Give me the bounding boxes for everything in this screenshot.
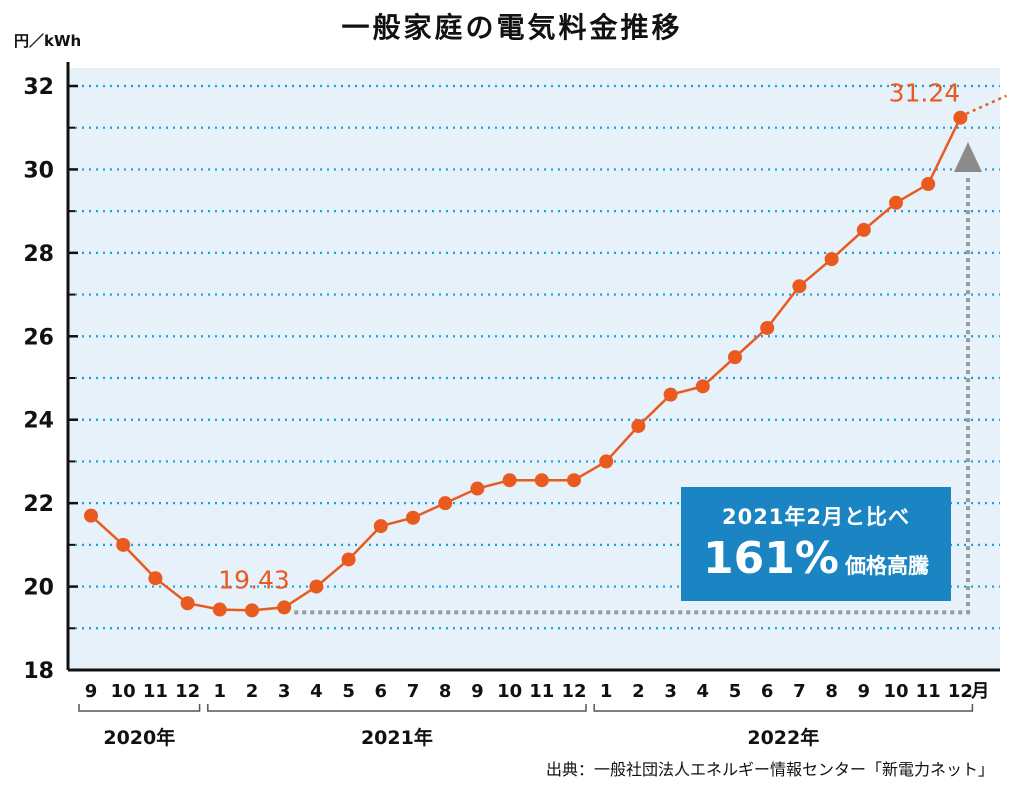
comparison-callout: 2021年2月と比べ 161% 価格高騰 (681, 487, 951, 601)
y-tick-label: 32 (23, 75, 54, 100)
data-point (921, 177, 936, 192)
data-point (373, 519, 388, 534)
data-point (534, 473, 549, 488)
x-tick-label: 12 (175, 681, 200, 702)
x-tick-label: 11 (143, 681, 168, 702)
data-point (599, 454, 614, 469)
data-point (792, 279, 807, 294)
data-point (760, 320, 775, 335)
data-point (824, 252, 839, 267)
data-point (309, 579, 324, 594)
x-tick-label: 12 (561, 681, 586, 702)
x-tick-label: 5 (342, 681, 355, 702)
data-label: 31.24 (889, 79, 961, 108)
x-tick-label: 11 (529, 681, 554, 702)
data-point (245, 603, 259, 618)
chart-title: 一般家庭の電気料金推移 (341, 11, 683, 44)
x-tick-label: 3 (278, 681, 291, 702)
callout-percent: 161% (703, 533, 839, 584)
source-note: 出典：一般社団法人エネルギー情報センター「新電力ネット」 (545, 760, 994, 779)
data-point (470, 481, 485, 496)
x-tick-label: 3 (664, 681, 677, 702)
x-tick-label: 4 (697, 681, 710, 702)
data-point (212, 602, 227, 617)
x-tick-label: 9 (85, 681, 98, 702)
x-tick-label: 11 (916, 681, 941, 702)
x-tick-label: 10 (111, 681, 136, 702)
x-tick-label: 10 (497, 681, 522, 702)
x-tick-label: 8 (439, 681, 452, 702)
trend-continuation (965, 94, 1007, 115)
x-tick-label: 6 (761, 681, 774, 702)
year-label: 2022年 (747, 726, 819, 749)
data-point (341, 552, 356, 567)
callout-price-surge: 価格高騰 (844, 554, 929, 578)
x-tick-label: 5 (729, 681, 742, 702)
data-point (180, 596, 195, 611)
data-point (663, 387, 678, 402)
year-label: 2021年 (361, 726, 433, 749)
y-tick-label: 20 (23, 576, 54, 601)
callout-main-line: 161% 価格高騰 (681, 533, 951, 584)
data-label: 19.43 (218, 565, 290, 594)
y-tick-label: 28 (23, 242, 54, 267)
y-tick-label: 22 (23, 492, 54, 517)
data-point (502, 473, 517, 488)
y-tick-label: 26 (23, 325, 54, 350)
x-tick-label: 9 (858, 681, 871, 702)
data-point (277, 600, 292, 615)
x-tick-label: 4 (310, 681, 323, 702)
data-point (728, 350, 742, 365)
x-tick-label: 7 (793, 681, 806, 702)
data-point (567, 473, 581, 488)
x-tick-label: 9 (471, 681, 484, 702)
year-bracket (207, 704, 587, 712)
x-month-suffix: 月 (970, 681, 989, 702)
y-tick-label: 30 (23, 158, 54, 183)
comparison-arrowhead (954, 142, 982, 172)
year-label: 2020年 (103, 726, 175, 749)
y-tick-label: 18 (23, 659, 54, 684)
x-tick-label: 12 (948, 681, 973, 702)
data-point (84, 508, 98, 523)
data-point (856, 222, 871, 237)
x-tick-label: 2 (246, 681, 259, 702)
year-bracket (593, 704, 974, 712)
x-tick-label: 1 (600, 681, 613, 702)
x-tick-label: 6 (375, 681, 388, 702)
x-tick-label: 8 (825, 681, 838, 702)
callout-comparison-text: 2021年2月と比べ (721, 505, 911, 529)
y-tick-label: 24 (23, 409, 54, 434)
data-point (889, 195, 903, 210)
price-line (90, 117, 962, 612)
data-point (406, 510, 420, 525)
x-tick-label: 7 (407, 681, 420, 702)
data-point (953, 110, 968, 125)
data-point (148, 571, 163, 586)
data-point (438, 496, 453, 511)
data-point (631, 418, 646, 433)
data-point (116, 537, 131, 552)
x-tick-label: 1 (214, 681, 227, 702)
y-axis-unit-label: 円／kWh (14, 32, 82, 50)
x-tick-label: 2 (632, 681, 645, 702)
comparison-guide-line (294, 175, 970, 615)
year-bracket (78, 704, 201, 712)
data-point (695, 379, 710, 394)
x-tick-label: 10 (883, 681, 908, 702)
